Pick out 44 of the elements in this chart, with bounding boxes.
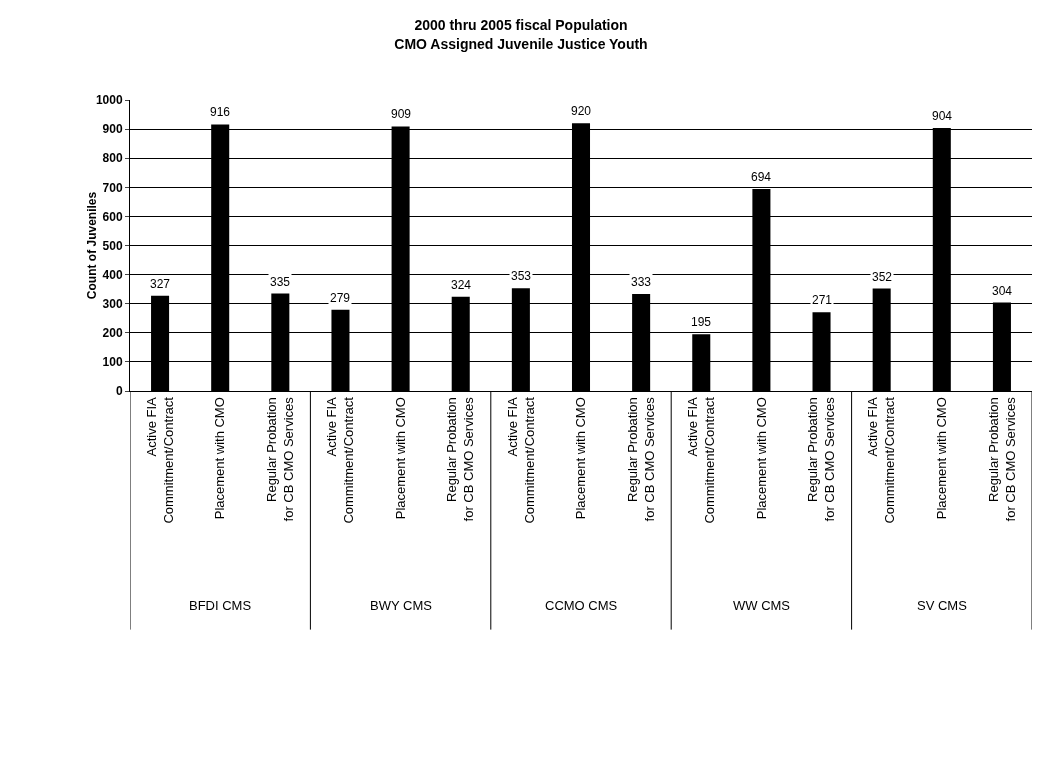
text: SV CMS [917,598,968,613]
data-label: 335 [270,275,291,289]
data-label: 271 [812,293,833,307]
data-label: 904 [932,109,953,123]
x-tick-label: Placement with CMO [212,397,228,520]
data-label: 324 [451,278,472,292]
y-axis-title: Count of Juveniles [85,191,99,300]
x-tick-label: Placement with CMO [753,397,769,520]
x-tick-label: Regular Probation for CB CMO Services [444,396,477,522]
text: BWY CMS [370,598,433,613]
data-label: 327 [150,277,171,291]
text: CCMO CMS [545,598,618,613]
x-tick-label: Regular Probation for CB CMO Services [624,396,657,522]
data-label: 279 [330,291,351,305]
y-tick-label: 300 [102,296,123,311]
x-tick-label: Regular Probation for CB CMO Services [985,396,1018,522]
y-tick-label: 400 [102,267,123,282]
data-label: 916 [210,105,231,119]
data-label: 909 [391,107,412,121]
y-tick-label: 0 [115,384,123,399]
y-tick-label: 500 [102,238,123,253]
y-tick-label: 900 [102,122,123,137]
text: BFDI CMS [189,598,252,613]
x-tick-label: Placement with CMO [934,397,950,520]
chart-title: 2000 thru 2005 fiscal Population CMO Assigned Juvenile Justice Youth [394,17,648,52]
data-label: 694 [751,170,772,184]
x-tick-label: Active FIA Commitment/Contract [143,396,176,524]
text: WW CMS [733,598,791,613]
data-label: 195 [691,315,712,329]
y-tick-label: 200 [102,326,123,340]
data-label: 304 [992,284,1013,298]
x-tick-label: Placement with CMO [392,397,408,520]
y-tick-label: 700 [102,180,123,195]
x-tick-label: Regular Probation for CB CMO Services [264,396,296,522]
data-label: 353 [511,269,532,283]
data-label: 352 [872,270,893,284]
x-tick-label: Regular Probation for CB CMO Services [805,396,838,522]
data-label: 920 [571,104,592,118]
x-tick-label: Placement with CMO [573,397,589,520]
y-tick-label: 1000 [95,93,123,108]
y-tick-label: 800 [102,151,123,166]
y-tick-label: 600 [102,209,123,224]
y-tick-label: 100 [102,355,123,370]
data-label: 333 [631,275,652,289]
